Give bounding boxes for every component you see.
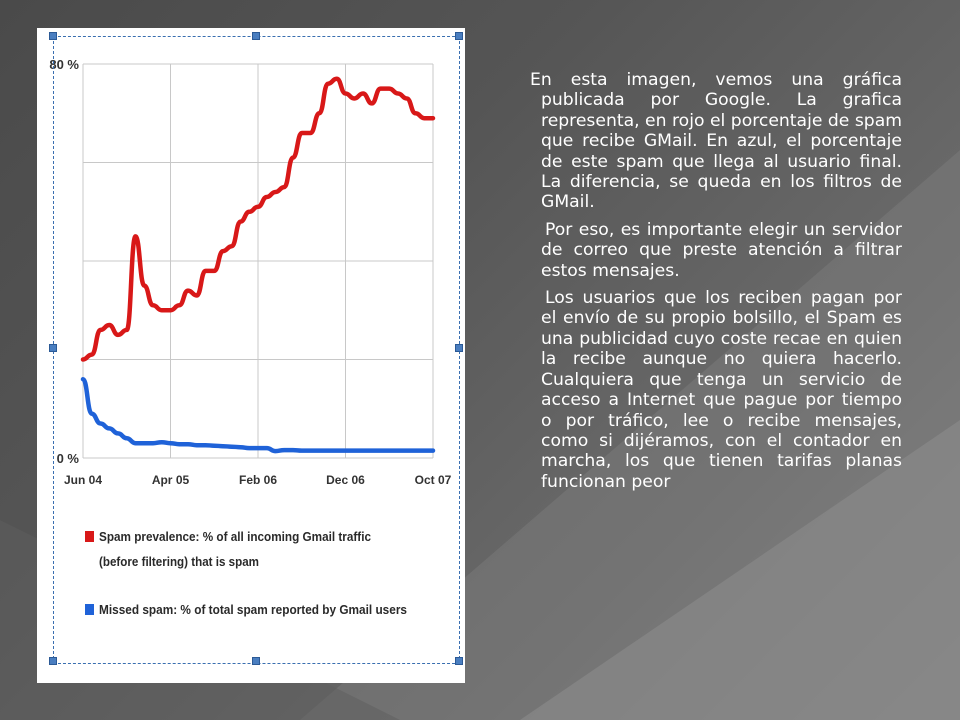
chart-panel: 80 % 0 % Jun 04 Apr 05 Feb 06 Dec 06 Oct 07 Sp… bbox=[37, 28, 465, 683]
selection-frame[interactable] bbox=[53, 36, 460, 664]
resize-handle-bottom-left[interactable] bbox=[49, 657, 57, 665]
legend-label-0-0: Spam prevalence: % of all incoming Gmail… bbox=[99, 530, 371, 544]
resize-handle-middle-left[interactable] bbox=[49, 344, 57, 352]
x-tick-label-2: Feb 06 bbox=[239, 473, 277, 487]
resize-handle-top-right[interactable] bbox=[455, 32, 463, 40]
series-lines bbox=[80, 76, 436, 454]
grid bbox=[82, 63, 434, 459]
resize-handle-bottom-right[interactable] bbox=[455, 657, 463, 665]
resize-handle-bottom-center[interactable] bbox=[252, 657, 260, 665]
paragraph-3: Los usuarios que los reciben pagan por e… bbox=[541, 288, 902, 492]
legend-swatch-1 bbox=[85, 604, 94, 615]
y-tick-label-1: 0 % bbox=[57, 451, 80, 466]
legend: Spam prevalence: % of all incoming Gmail… bbox=[85, 530, 407, 617]
legend-swatch-0 bbox=[85, 531, 94, 542]
paragraph-1: En esta imagen, vemos una gráfica public… bbox=[530, 70, 902, 213]
x-tick-label-1: Apr 05 bbox=[152, 473, 190, 487]
axis-labels: 80 % 0 % Jun 04 Apr 05 Feb 06 Dec 06 Oct 07 bbox=[49, 57, 451, 487]
spam-chart: 80 % 0 % Jun 04 Apr 05 Feb 06 Dec 06 Oct 07 Sp… bbox=[49, 57, 451, 617]
slide-text-body: En esta imagen, vemos una gráfica public… bbox=[527, 70, 902, 499]
y-tick-label-0: 80 % bbox=[49, 57, 79, 72]
series-line-0 bbox=[80, 76, 436, 362]
series-line-1 bbox=[80, 376, 436, 454]
resize-handle-top-left[interactable] bbox=[49, 32, 57, 40]
resize-handle-top-center[interactable] bbox=[252, 32, 260, 40]
legend-label-1-0: Missed spam: % of total spam reported by… bbox=[99, 603, 407, 617]
x-tick-label-4: Oct 07 bbox=[415, 473, 452, 487]
x-tick-label-0: Jun 04 bbox=[64, 473, 102, 487]
paragraph-2: Por eso, es importante elegir un servido… bbox=[541, 219, 902, 281]
legend-label-0-1: (before filtering) that is spam bbox=[99, 555, 259, 569]
resize-handle-middle-right[interactable] bbox=[455, 344, 463, 352]
x-tick-label-3: Dec 06 bbox=[326, 473, 365, 487]
